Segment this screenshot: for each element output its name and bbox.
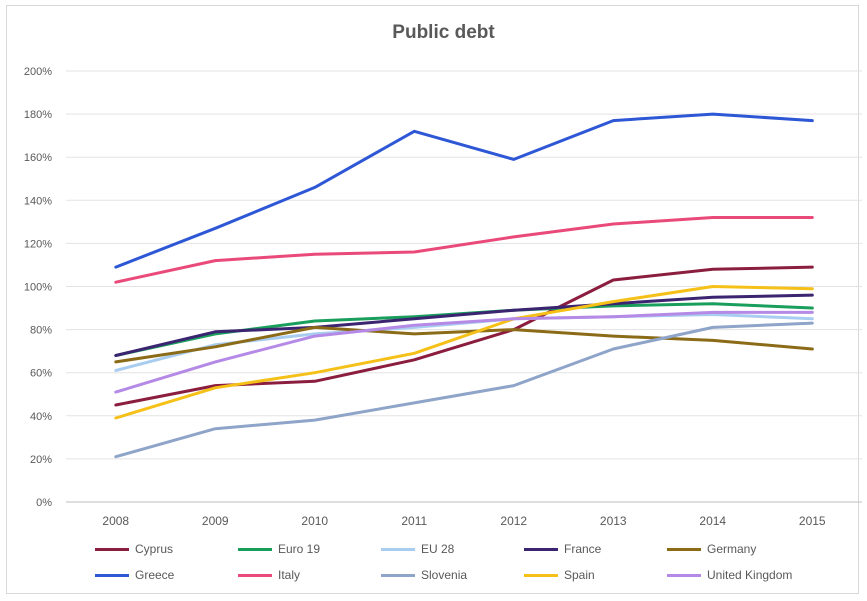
legend-label: Greece (135, 568, 175, 582)
legend-swatch (238, 573, 272, 577)
x-tick-label: 2011 (401, 514, 427, 528)
legend-swatch (524, 573, 558, 577)
y-tick-label: 100% (24, 282, 52, 294)
x-tick-label: 2014 (699, 514, 726, 528)
legend-swatch (667, 573, 701, 577)
legend-swatch (667, 547, 701, 551)
series-line-france (114, 293, 814, 357)
legend-swatch (95, 547, 129, 551)
legend-label: Slovenia (421, 568, 468, 582)
series-line-greece (114, 112, 814, 269)
x-tick-label: 2013 (600, 514, 627, 528)
series-line-slovenia (114, 321, 814, 459)
x-tick-label: 2010 (301, 514, 328, 528)
legend-item-euro-19: Euro 19 (238, 542, 381, 556)
x-tick-label: 2008 (102, 514, 129, 528)
x-tick-label: 2012 (500, 514, 527, 528)
legend-label: France (564, 542, 602, 556)
legend-item-greece: Greece (95, 568, 238, 582)
legend-item-cyprus: Cyprus (95, 542, 238, 556)
y-tick-label: 0% (36, 497, 52, 509)
x-tick-label: 2009 (202, 514, 229, 528)
legend-swatch (381, 547, 415, 551)
chart-title: Public debt (392, 22, 495, 43)
legend-label: Italy (278, 568, 301, 582)
legend-item-italy: Italy (238, 568, 381, 582)
y-tick-label: 60% (30, 368, 52, 380)
legend-swatch (95, 573, 129, 577)
y-axis-tick-labels: 0% 20% 40% 60% 80% 100% 120% 140% 160% 180% 200% (24, 66, 52, 509)
series-line-spain (114, 285, 814, 420)
legend-swatch (524, 547, 558, 551)
y-tick-label: 180% (24, 109, 52, 121)
series-line-italy (114, 216, 814, 284)
series-lines (114, 112, 814, 459)
legend-label: United Kingdom (707, 568, 793, 582)
legend-swatch (381, 573, 415, 577)
x-tick-label: 2015 (799, 514, 826, 528)
legend-item-united-kingdom: United Kingdom (667, 568, 835, 582)
legend-swatch (238, 547, 272, 551)
legend-item-slovenia: Slovenia (381, 568, 524, 582)
y-tick-label: 40% (30, 411, 52, 423)
series-line-germany (114, 325, 814, 364)
legend-label: EU 28 (421, 542, 455, 556)
y-tick-label: 140% (24, 195, 52, 207)
series-line-united-kingdom (114, 310, 814, 394)
legend-item-spain: Spain (524, 568, 667, 582)
y-tick-label: 80% (30, 325, 52, 337)
legend-item-germany: Germany (667, 542, 835, 556)
chart-frame (6, 5, 859, 594)
legend-item-eu-28: EU 28 (381, 542, 524, 556)
legend-label: Germany (707, 542, 757, 556)
y-tick-label: 120% (24, 238, 52, 250)
legend-label: Euro 19 (278, 542, 321, 556)
legend: Cyprus Euro 19 EU 28 France Germany Greece Ita… (95, 542, 835, 582)
legend-item-france: France (524, 542, 667, 556)
y-tick-label: 20% (30, 454, 52, 466)
y-tick-label: 160% (24, 152, 52, 164)
legend-label: Spain (564, 568, 595, 582)
x-axis-tick-labels: 2008 2009 2010 2011 2012 2013 2014 2015 (102, 514, 826, 528)
legend-label: Cyprus (135, 542, 174, 556)
y-tick-label: 200% (24, 66, 52, 78)
